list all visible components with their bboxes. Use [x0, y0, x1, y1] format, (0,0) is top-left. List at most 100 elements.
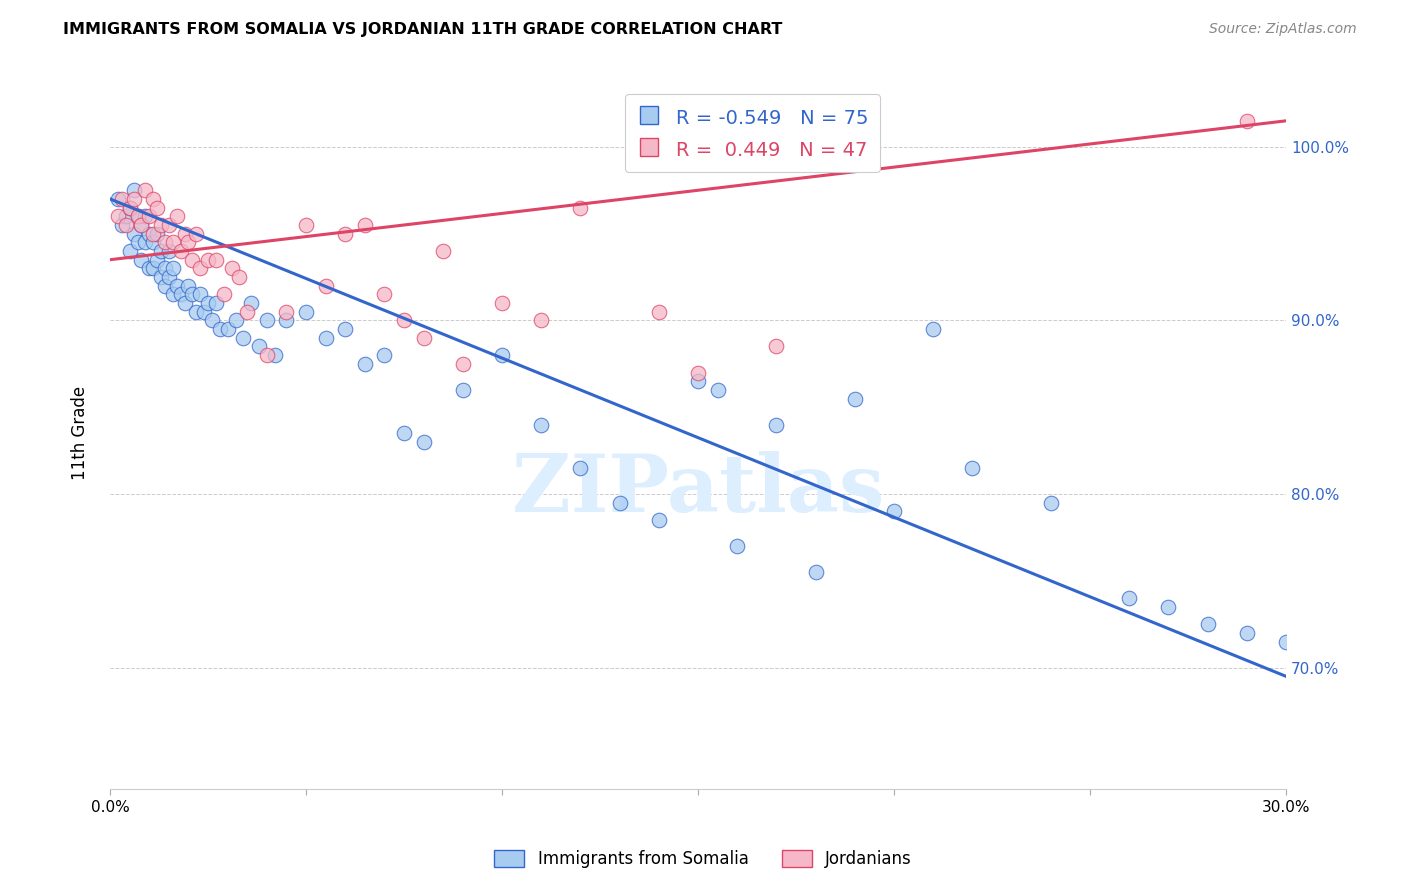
Point [451, 383, 474, 397]
Point [240, 296, 263, 310]
Point [118, 201, 141, 215]
Point [205, 296, 228, 310]
Point [107, 192, 129, 206]
Point [127, 209, 149, 223]
Point [765, 417, 787, 432]
Point [256, 313, 278, 327]
Point [181, 252, 204, 267]
Point [127, 235, 149, 250]
Point [177, 278, 200, 293]
Point [166, 278, 188, 293]
Text: IMMIGRANTS FROM SOMALIA VS JORDANIAN 11TH GRADE CORRELATION CHART: IMMIGRANTS FROM SOMALIA VS JORDANIAN 11T… [63, 22, 783, 37]
Point [335, 322, 357, 336]
Point [221, 261, 243, 276]
Point [150, 244, 173, 258]
Point [530, 313, 553, 327]
Point [205, 252, 228, 267]
Point [609, 496, 631, 510]
Legend: Immigrants from Somalia, Jordanians: Immigrants from Somalia, Jordanians [488, 843, 918, 875]
Point [131, 218, 153, 232]
Point [157, 218, 180, 232]
Point [236, 305, 259, 319]
Point [153, 278, 176, 293]
Point [212, 287, 235, 301]
Point [1118, 591, 1140, 606]
Point [138, 261, 160, 276]
Point [844, 392, 866, 406]
Point [392, 313, 415, 327]
Point [451, 357, 474, 371]
Point [648, 513, 671, 527]
Point [276, 305, 298, 319]
Point [295, 305, 318, 319]
Y-axis label: 11th Grade: 11th Grade [72, 386, 89, 481]
Point [256, 348, 278, 362]
Point [131, 252, 153, 267]
Text: Source: ZipAtlas.com: Source: ZipAtlas.com [1209, 22, 1357, 37]
Point [111, 218, 134, 232]
Point [315, 278, 337, 293]
Point [138, 209, 160, 223]
Point [232, 331, 254, 345]
Point [432, 244, 454, 258]
Point [706, 383, 728, 397]
Point [412, 331, 434, 345]
Point [569, 201, 592, 215]
Point [142, 235, 165, 250]
Point [530, 417, 553, 432]
Point [188, 287, 211, 301]
Point [491, 296, 513, 310]
Point [883, 504, 905, 518]
Point [157, 270, 180, 285]
Point [686, 374, 709, 388]
Point [353, 218, 375, 232]
Point [131, 218, 153, 232]
Point [153, 261, 176, 276]
Point [1236, 113, 1258, 128]
Point [186, 227, 208, 241]
Point [169, 244, 191, 258]
Point [142, 192, 165, 206]
Point [114, 218, 136, 232]
Point [146, 201, 169, 215]
Point [118, 201, 141, 215]
Point [412, 434, 434, 449]
Point [353, 357, 375, 371]
Point [162, 235, 184, 250]
Point [295, 218, 318, 232]
Text: ZIPatlas: ZIPatlas [512, 451, 884, 529]
Legend: R = -0.549   N = 75, R =  0.449   N = 47: R = -0.549 N = 75, R = 0.449 N = 47 [626, 95, 880, 172]
Point [263, 348, 285, 362]
Point [162, 261, 184, 276]
Point [804, 565, 827, 579]
Point [134, 183, 156, 197]
Point [127, 209, 149, 223]
Point [177, 235, 200, 250]
Point [224, 313, 246, 327]
Point [228, 270, 250, 285]
Point [315, 331, 337, 345]
Point [122, 183, 145, 197]
Point [201, 313, 224, 327]
Point [118, 244, 141, 258]
Point [122, 192, 145, 206]
Point [335, 227, 357, 241]
Point [276, 313, 298, 327]
Point [1275, 634, 1298, 648]
Point [962, 461, 984, 475]
Point [247, 339, 270, 353]
Point [392, 426, 415, 441]
Point [569, 461, 592, 475]
Point [217, 322, 239, 336]
Point [686, 366, 709, 380]
Point [186, 305, 208, 319]
Point [146, 252, 169, 267]
Point [491, 348, 513, 362]
Point [197, 252, 219, 267]
Point [111, 192, 134, 206]
Point [134, 235, 156, 250]
Point [193, 305, 215, 319]
Point [134, 209, 156, 223]
Point [138, 227, 160, 241]
Point [157, 244, 180, 258]
